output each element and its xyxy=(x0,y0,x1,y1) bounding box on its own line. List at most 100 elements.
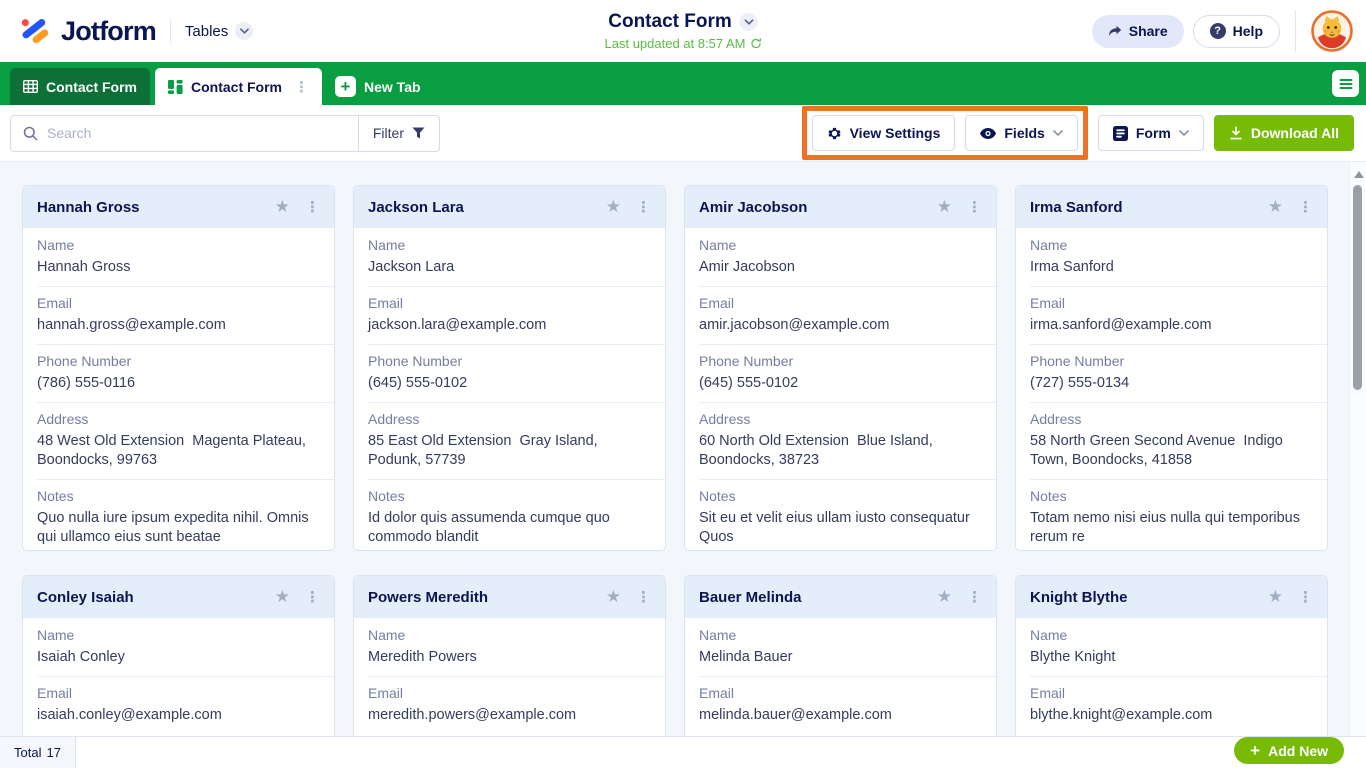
card-header[interactable]: Hannah Gross ★ ⋮ xyxy=(23,186,334,228)
field-value: melinda.bauer@example.com xyxy=(699,707,892,723)
card-field[interactable]: Name Blythe Knight xyxy=(1016,618,1327,676)
card-header[interactable]: Powers Meredith ★ ⋮ xyxy=(354,576,665,618)
field-value: 58 North Green Second Avenue Indigo Town… xyxy=(1030,433,1287,468)
contact-card[interactable]: Knight Blythe ★ ⋮ Name Blythe Knight Email… xyxy=(1015,575,1328,736)
card-field[interactable]: Email blythe.knight@example.com xyxy=(1016,676,1327,734)
field-value: 85 East Old Extension Gray Island, Podun… xyxy=(368,433,602,468)
card-header[interactable]: Conley Isaiah ★ ⋮ xyxy=(23,576,334,618)
card-field[interactable]: Name Meredith Powers xyxy=(354,618,665,676)
card-header[interactable]: Jackson Lara ★ ⋮ xyxy=(354,186,665,228)
card-more-menu-icon[interactable]: ⋮ xyxy=(1298,588,1313,606)
search-icon xyxy=(23,126,38,141)
jotform-logo[interactable]: Jotform xyxy=(20,13,157,49)
card-field[interactable]: Phone Number (645) 555-0102 xyxy=(685,344,996,402)
avatar[interactable] xyxy=(1311,10,1353,52)
card-field[interactable]: Name Isaiah Conley xyxy=(23,618,334,676)
refresh-icon[interactable] xyxy=(750,38,761,49)
help-button[interactable]: ? Help xyxy=(1192,14,1280,48)
chevron-down-icon[interactable] xyxy=(235,22,254,40)
contact-card[interactable]: Hannah Gross ★ ⋮ Name Hannah Gross Email ha… xyxy=(22,185,335,551)
star-icon[interactable]: ★ xyxy=(605,586,621,607)
card-field[interactable]: Address 48 West Old Extension Magenta Pla… xyxy=(23,402,334,479)
tab-contact-form-table[interactable]: Contact Form xyxy=(10,68,150,105)
star-icon[interactable]: ★ xyxy=(274,196,290,217)
field-label: Name xyxy=(368,627,406,643)
share-label: Share xyxy=(1128,23,1168,39)
star-icon[interactable]: ★ xyxy=(605,196,621,217)
contact-card[interactable]: Amir Jacobson ★ ⋮ Name Amir Jacobson Email… xyxy=(684,185,997,551)
card-more-menu-icon[interactable]: ⋮ xyxy=(967,588,982,606)
tab-new[interactable]: + New Tab xyxy=(322,68,434,105)
card-field[interactable]: Address 60 North Old Extension Blue Islan… xyxy=(685,402,996,479)
tabbar-menu-button[interactable] xyxy=(1332,70,1359,97)
star-icon[interactable]: ★ xyxy=(1267,586,1283,607)
card-header[interactable]: Bauer Melinda ★ ⋮ xyxy=(685,576,996,618)
field-label: Email xyxy=(699,685,735,701)
contact-card[interactable]: Bauer Melinda ★ ⋮ Name Melinda Bauer Email… xyxy=(684,575,997,736)
card-field[interactable]: Address 85 East Old Extension Gray Island… xyxy=(354,402,665,479)
card-field[interactable]: Notes Id dolor quis assumenda cumque quo … xyxy=(354,479,665,550)
card-field[interactable]: Email melinda.bauer@example.com xyxy=(685,676,996,734)
card-more-menu-icon[interactable]: ⋮ xyxy=(1298,198,1313,216)
card-header[interactable]: Irma Sanford ★ ⋮ xyxy=(1016,186,1327,228)
add-new-button[interactable]: + Add New xyxy=(1234,737,1344,764)
card-body: Name Jackson Lara Email jackson.lara@exampl… xyxy=(354,228,665,550)
gear-icon xyxy=(827,126,842,141)
card-field[interactable]: Email amir.jacobson@example.com xyxy=(685,286,996,344)
field-value: (645) 555-0102 xyxy=(368,375,468,391)
search-input[interactable] xyxy=(47,125,346,141)
contact-card[interactable]: Powers Meredith ★ ⋮ Name Meredith Powers E… xyxy=(353,575,666,736)
card-field[interactable]: Email irma.sanford@example.com xyxy=(1016,286,1327,344)
tab-more-menu-icon[interactable]: ⋮ xyxy=(294,77,309,96)
card-field[interactable]: Email meredith.powers@example.com xyxy=(354,676,665,734)
star-icon[interactable]: ★ xyxy=(936,586,952,607)
contact-card[interactable]: Irma Sanford ★ ⋮ Name Irma Sanford Email ir… xyxy=(1015,185,1328,551)
card-more-menu-icon[interactable]: ⋮ xyxy=(305,198,320,216)
star-icon[interactable]: ★ xyxy=(936,196,952,217)
card-field[interactable]: Name Melinda Bauer xyxy=(685,618,996,676)
contact-card[interactable]: Jackson Lara ★ ⋮ Name Jackson Lara Email ja… xyxy=(353,185,666,551)
field-label: Name xyxy=(37,627,75,643)
tables-product-menu[interactable]: Tables xyxy=(185,22,254,40)
share-button[interactable]: Share xyxy=(1091,14,1184,48)
download-all-label: Download All xyxy=(1250,125,1339,141)
card-field[interactable]: Address 58 North Green Second Avenue Indi… xyxy=(1016,402,1327,479)
field-value: Isaiah Conley xyxy=(37,649,125,665)
field-label: Name xyxy=(699,237,737,253)
star-icon[interactable]: ★ xyxy=(1267,196,1283,217)
title-chevron-down-icon[interactable] xyxy=(739,13,758,31)
view-settings-button[interactable]: View Settings xyxy=(811,115,956,151)
tab-contact-form-cards[interactable]: Contact Form ⋮ xyxy=(155,68,322,105)
card-more-menu-icon[interactable]: ⋮ xyxy=(636,588,651,606)
vertical-scrollbar[interactable] xyxy=(1349,162,1366,736)
card-header[interactable]: Amir Jacobson ★ ⋮ xyxy=(685,186,996,228)
download-all-button[interactable]: Download All xyxy=(1213,115,1354,151)
scroll-up-arrow-icon[interactable] xyxy=(1354,171,1364,178)
card-field[interactable]: Notes Quo nulla iure ipsum expedita nihil… xyxy=(23,479,334,550)
card-field[interactable]: Name Amir Jacobson xyxy=(685,228,996,286)
search-box[interactable] xyxy=(11,116,358,151)
card-more-menu-icon[interactable]: ⋮ xyxy=(967,198,982,216)
card-field[interactable]: Phone Number (727) 555-0134 xyxy=(1016,344,1327,402)
card-field[interactable]: Phone Number (786) 555-0116 xyxy=(23,344,334,402)
card-field[interactable]: Phone Number (645) 555-0102 xyxy=(354,344,665,402)
app-header: Jotform Tables Contact Form Last updated… xyxy=(0,0,1366,62)
filter-button[interactable]: Filter xyxy=(357,115,439,151)
card-field[interactable]: Email isaiah.conley@example.com xyxy=(23,676,334,734)
card-field[interactable]: Name Irma Sanford xyxy=(1016,228,1327,286)
contact-card[interactable]: Conley Isaiah ★ ⋮ Name Isaiah Conley Email… xyxy=(22,575,335,736)
form-button[interactable]: Form xyxy=(1097,115,1204,151)
card-field[interactable]: Notes Totam nemo nisi eius nulla qui temp… xyxy=(1016,479,1327,550)
card-field[interactable]: Email jackson.lara@example.com xyxy=(354,286,665,344)
scrollbar-thumb[interactable] xyxy=(1353,185,1362,390)
card-field[interactable]: Name Hannah Gross xyxy=(23,228,334,286)
card-more-menu-icon[interactable]: ⋮ xyxy=(636,198,651,216)
fields-button[interactable]: Fields xyxy=(965,115,1078,151)
card-field[interactable]: Notes Sit eu et velit eius ullam iusto co… xyxy=(685,479,996,550)
star-icon[interactable]: ★ xyxy=(274,586,290,607)
card-field[interactable]: Name Jackson Lara xyxy=(354,228,665,286)
card-more-menu-icon[interactable]: ⋮ xyxy=(305,588,320,606)
card-field[interactable]: Email hannah.gross@example.com xyxy=(23,286,334,344)
card-header[interactable]: Knight Blythe ★ ⋮ xyxy=(1016,576,1327,618)
field-value: jackson.lara@example.com xyxy=(368,317,547,333)
